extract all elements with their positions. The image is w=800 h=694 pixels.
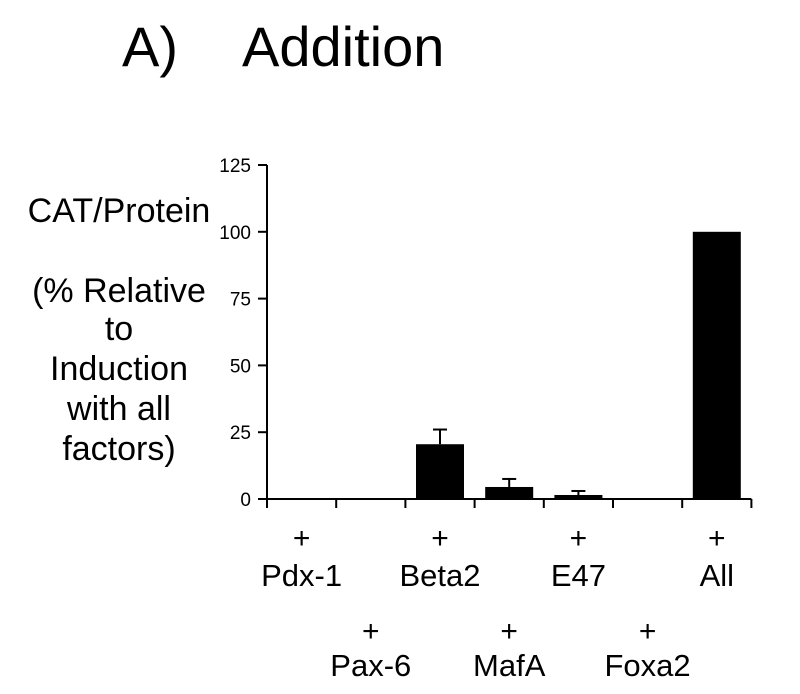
- category-label-foxa2: Foxa2: [605, 648, 691, 683]
- category-labels: +Pdx-1+Pax-6+Beta2+MafA+E47+Foxa2+All: [261, 522, 734, 683]
- category-label-beta2: Beta2: [399, 558, 480, 593]
- y-axis-label-line: with all: [66, 390, 171, 428]
- bars: [416, 231, 741, 500]
- x-axis: [266, 498, 753, 508]
- bar-e47: [554, 494, 603, 499]
- plus-marker: +: [570, 522, 588, 555]
- bar-mafa: [485, 486, 534, 499]
- category-label-pax-6: Pax-6: [330, 648, 411, 683]
- plus-marker: +: [708, 522, 726, 555]
- y-axis-label-line: (% Relative: [32, 272, 206, 310]
- y-tick-label: 125: [219, 156, 251, 177]
- bar-beta2: [416, 444, 464, 499]
- y-tick-label: 75: [230, 290, 251, 311]
- y-axis-label-line: factors): [62, 430, 175, 468]
- y-axis-label-line: Induction: [50, 350, 188, 388]
- category-label-mafa: MafA: [473, 648, 546, 683]
- y-axis-label-line: CAT/Protein: [28, 192, 211, 230]
- plus-marker: +: [293, 522, 311, 555]
- category-label-e47: E47: [551, 558, 606, 593]
- bar-all: [692, 231, 741, 500]
- y-axis: 0 25 50 75 100 125: [219, 156, 268, 511]
- plus-marker: +: [500, 615, 518, 648]
- category-label-pdx-1: Pdx-1: [261, 558, 342, 593]
- y-axis-label-line: to: [105, 310, 133, 348]
- plus-marker: +: [639, 615, 657, 648]
- panel-letter: A): [122, 15, 178, 78]
- plus-marker: +: [362, 615, 380, 648]
- y-tick-label: 50: [230, 356, 251, 377]
- y-tick-label: 0: [240, 490, 251, 511]
- y-tick-label: 100: [219, 223, 251, 244]
- plus-marker: +: [431, 522, 449, 555]
- category-label-all: All: [700, 558, 734, 593]
- y-tick-label: 25: [230, 423, 251, 444]
- chart-title: Addition: [242, 15, 444, 78]
